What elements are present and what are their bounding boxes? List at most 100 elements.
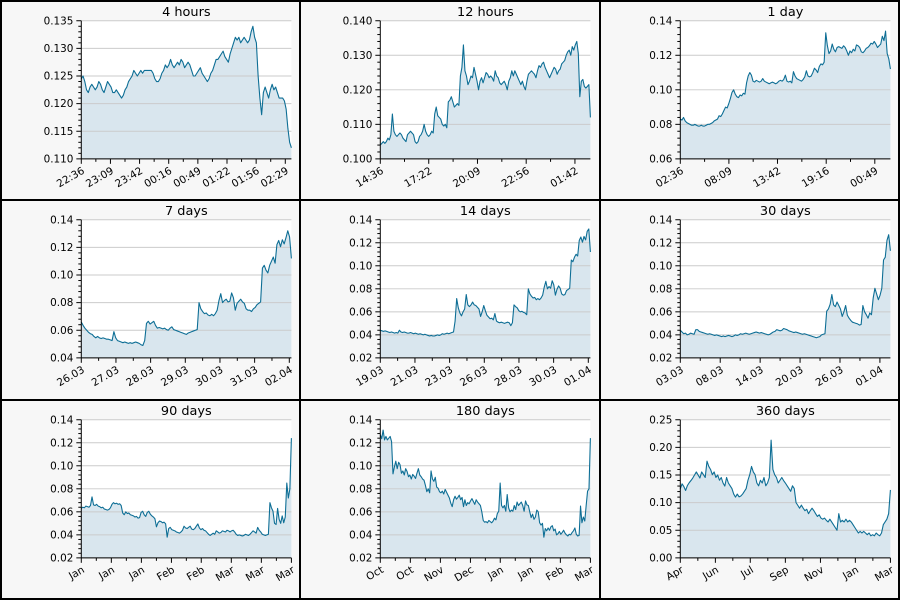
chart-svg-90-days: 0.02 0.04 0.06 0.08 0.10 0.12 0.14 Jan Jan Jan Feb… (50, 403, 297, 584)
x-axis-label: 01:42 (549, 165, 581, 190)
y-axis-label: 0.14 (350, 215, 374, 227)
x-axis-label: Apr (664, 563, 686, 583)
y-axis-label: 0.10 (649, 261, 672, 273)
y-axis-label: 0.110 (44, 153, 74, 165)
x-axis-label: Mar (244, 563, 268, 584)
y-axis-label: 0.130 (44, 43, 74, 55)
x-axis-label: Sep (767, 563, 790, 583)
y-axis-label: 0.08 (350, 284, 373, 296)
x-axis-label: Jan (840, 564, 861, 583)
x-axis-label: 17:22 (403, 165, 435, 190)
y-axis-label: 0.06 (350, 506, 373, 518)
x-axis-label: 26.03 (55, 364, 87, 389)
chart-title: 180 days (456, 403, 515, 418)
y-axis-label: 0.125 (44, 71, 74, 83)
x-axis-label: 19:16 (799, 165, 831, 190)
price-line (80, 230, 292, 347)
y-axis-label: 0.110 (343, 119, 373, 131)
x-axis-label: Jan (515, 564, 536, 583)
y-axis-label: 0.14 (649, 15, 673, 27)
x-axis-label: 27.03 (90, 364, 122, 389)
price-area (679, 235, 891, 359)
y-axis-label: 0.06 (50, 506, 73, 518)
chart-svg-360-days: 0.00 0.05 0.10 0.15 0.20 0.25 Apr Jun Jul Sep Nov J… (649, 403, 897, 584)
price-line (380, 40, 592, 146)
chart-panel-1-day: 0.06 0.08 0.10 0.12 0.14 02:36 08:09 13:42 19:16… (600, 2, 898, 200)
y-axis-label: 0.08 (649, 284, 672, 296)
y-axis-label: 0.00 (649, 552, 672, 564)
y-axis-label: 0.02 (350, 552, 373, 564)
x-axis-label: 03.03 (654, 364, 686, 389)
x-axis-label: 01:22 (200, 165, 232, 190)
y-axis-label: 0.04 (350, 330, 374, 342)
x-axis-label: 01.04 (562, 364, 594, 389)
x-axis-label: 29.03 (159, 364, 191, 389)
y-axis-label: 0.140 (343, 15, 373, 27)
x-axis-label: Jan (126, 564, 147, 583)
y-axis-label: 0.14 (649, 215, 673, 227)
y-axis-label: 0.12 (350, 238, 373, 250)
y-axis-label: 0.14 (350, 414, 374, 426)
y-axis-label: 0.10 (50, 460, 73, 472)
chart-panel-12-hours: 0.100 0.110 0.120 0.130 0.140 14:36 17:22 20:09… (301, 2, 599, 200)
y-axis-label: 0.14 (50, 414, 74, 426)
price-line (679, 30, 891, 127)
price-line (80, 25, 292, 148)
chart-svg-30-days: 0.02 0.04 0.06 0.08 0.10 0.12 0.14 03.03 08.03 14… (649, 204, 891, 389)
y-axis-label: 0.04 (350, 529, 374, 541)
x-axis-label: Mar (873, 563, 897, 584)
x-axis-label: 26.03 (813, 364, 845, 389)
chart-panel-7-days: 0.04 0.06 0.08 0.10 0.12 0.14 26.03 27.03 28.03 2… (2, 201, 300, 399)
y-axis-label: 0.120 (44, 98, 74, 110)
price-line (679, 234, 891, 339)
x-axis-label: 26.03 (458, 364, 490, 389)
x-axis-label: 02:36 (653, 165, 685, 190)
chart-panel-30-days: 0.02 0.04 0.06 0.08 0.10 0.12 0.14 03.03 08.03 14… (600, 201, 898, 399)
x-axis-label: Oct (395, 564, 417, 583)
y-axis-label: 0.08 (350, 483, 373, 495)
y-axis-label: 0.115 (44, 126, 74, 138)
x-axis-label: 00:16 (142, 165, 174, 190)
x-axis-label: 31.03 (228, 364, 260, 389)
y-axis-label: 0.06 (649, 153, 672, 165)
price-area (380, 429, 591, 558)
chart-panel-90-days: 0.02 0.04 0.06 0.08 0.10 0.12 0.14 Jan Jan Jan Feb… (2, 400, 300, 598)
chart-title: 4 hours (162, 5, 211, 20)
y-axis-label: 0.04 (50, 353, 74, 365)
y-axis-label: 0.05 (649, 524, 672, 536)
x-axis-label: 23.03 (424, 364, 456, 389)
chart-svg-4-hours: 0.110 0.115 0.120 0.125 0.130 0.135 22:3623:09… (44, 5, 292, 190)
y-axis-label: 0.10 (350, 261, 373, 273)
price-area (81, 26, 292, 159)
x-axis-label: Jun (700, 564, 721, 583)
y-axis-label: 0.02 (649, 353, 672, 365)
y-axis-label: 0.14 (50, 215, 74, 227)
x-axis-label: 14:36 (354, 165, 386, 190)
y-axis-label: 0.25 (649, 414, 672, 426)
x-axis-label: Feb (544, 563, 566, 583)
chart-title: 30 days (760, 204, 811, 219)
y-axis-label: 0.12 (649, 50, 672, 62)
y-axis-label: 0.08 (50, 298, 73, 310)
chart-svg-1-day: 0.06 0.08 0.10 0.12 0.14 02:36 08:09 13:42 19:16… (649, 5, 891, 190)
y-axis-label: 0.08 (50, 483, 73, 495)
y-axis-label: 0.04 (649, 330, 673, 342)
x-axis-label: 23:42 (113, 165, 145, 190)
x-axis-label: 08.03 (694, 364, 726, 389)
y-axis-label: 0.06 (649, 307, 672, 319)
price-line (80, 437, 292, 538)
x-axis-label: 22:56 (500, 165, 532, 190)
x-axis-label: 30.03 (528, 364, 560, 389)
chart-title: 7 days (165, 204, 208, 219)
x-axis-label: 01.04 (853, 364, 885, 389)
x-axis-label: 13:42 (751, 165, 783, 190)
price-area (679, 31, 891, 159)
price-area (81, 231, 292, 359)
chart-panel-180-days: 0.02 0.04 0.06 0.08 0.10 0.12 0.14 Oct Oct Nov Dec… (301, 400, 599, 598)
chart-panel-4-hours: 0.110 0.115 0.120 0.125 0.130 0.135 22:36 23:09… (2, 2, 300, 200)
chart-title: 12 hours (457, 5, 514, 20)
y-axis-label: 0.135 (44, 15, 74, 27)
y-axis-label: 0.02 (50, 552, 73, 564)
x-axis-label: Jan (96, 564, 117, 583)
x-axis-label: Feb (185, 563, 207, 583)
